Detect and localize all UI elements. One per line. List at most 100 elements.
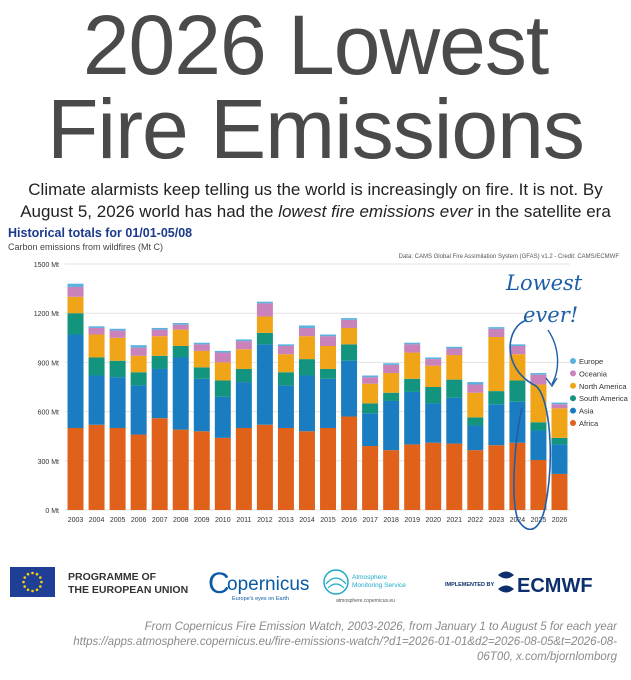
x-axis-labels: 2003 2004 2005 2006 2007 2008 2009 2010 2011 2012… <box>68 517 568 524</box>
bar-segment-europe <box>88 326 105 328</box>
bar-segment-europe <box>109 328 126 331</box>
bar-segment-europe <box>383 363 400 365</box>
y-axis-labels: 0 Mt 300 Mt 600 Mt 900 Mt 1200 Mt 1500 Mt <box>34 262 59 515</box>
bar-segment-oceania <box>214 352 231 363</box>
bar-segment-north-america <box>383 373 400 393</box>
bar-segment-europe <box>446 346 463 349</box>
bar-segment-europe <box>67 283 84 287</box>
bar-segment-oceania <box>67 286 84 297</box>
eu-star <box>31 589 34 593</box>
eu-star <box>38 576 42 579</box>
x-tick-label: 2004 <box>89 517 105 524</box>
bar-segment-africa <box>425 442 442 510</box>
eu-star <box>31 571 34 575</box>
bar-segment-south-america <box>235 368 252 383</box>
legend-label: Asia <box>579 407 594 416</box>
bar-segment-oceania <box>404 344 421 353</box>
copernicus-tagline: Europe's eyes on Earth <box>232 596 289 602</box>
bar-segment-europe <box>530 373 547 375</box>
bar-segment-europe <box>193 342 210 345</box>
bar-segment-north-america <box>151 336 168 356</box>
x-tick-label: 2021 <box>446 517 462 524</box>
bar-segment-south-america <box>509 380 526 402</box>
eu-star <box>22 580 25 584</box>
bar-segment-africa <box>193 431 210 510</box>
bar-segment-south-america <box>151 355 168 369</box>
legend-label: Africa <box>579 419 599 428</box>
legend-label: Oceania <box>579 369 608 378</box>
annotation-arrowhead <box>545 377 558 388</box>
bar-segment-oceania <box>446 348 463 356</box>
bar-segment-africa <box>235 428 252 510</box>
bar-segment-north-america <box>67 296 84 314</box>
annotation-ever: ever! <box>523 303 578 327</box>
bar-segment-europe <box>130 345 147 348</box>
copernicus-wordmark: opernicus <box>227 574 309 595</box>
bar-segment-south-america <box>214 380 231 397</box>
y-tick-label: 1200 Mt <box>34 311 59 318</box>
bar-segment-asia <box>488 404 505 446</box>
x-tick-label: 2013 <box>278 517 294 524</box>
subtitle-line-2-end: in the satellite era <box>472 202 611 221</box>
bar-segment-oceania <box>383 364 400 374</box>
cams-line-2: Monitoring Service <box>352 582 406 589</box>
bar-segment-south-america <box>425 387 442 404</box>
bar-segment-north-america <box>488 336 505 392</box>
bar-segment-oceania <box>488 328 505 337</box>
y-tick-label: 1500 Mt <box>34 262 59 269</box>
bar-segment-africa <box>341 416 358 510</box>
bar-segment-oceania <box>130 347 147 356</box>
bar-segment-africa <box>446 443 463 510</box>
bar-segment-south-america <box>530 422 547 431</box>
bar-segment-south-america <box>446 379 463 398</box>
eu-star <box>35 588 39 592</box>
bar-segment-oceania <box>425 359 442 366</box>
bar-segment-africa <box>383 450 400 510</box>
bar-segment-north-america <box>320 346 337 369</box>
subtitle-line-1: Climate alarmists keep telling us the wo… <box>28 180 603 199</box>
x-tick-label: 2012 <box>257 517 273 524</box>
annotation-arrow <box>547 329 559 385</box>
bar-segment-south-america <box>488 391 505 405</box>
bar-segment-oceania <box>88 327 105 335</box>
bar-segment-north-america <box>172 329 189 346</box>
copernicus-c: C <box>208 567 230 600</box>
bar-segment-south-america <box>277 372 294 386</box>
bar-segment-south-america <box>404 378 421 392</box>
bar-segment-asia <box>341 360 358 417</box>
bar-segment-africa <box>256 424 273 510</box>
bar-segment-asia <box>235 382 252 428</box>
bar-segment-europe <box>488 327 505 329</box>
bar-segment-south-america <box>298 359 315 376</box>
chart-source: Data: CAMS Global Fire Assimilation Syst… <box>398 254 619 260</box>
x-tick-label: 2007 <box>152 517 168 524</box>
bar-segment-north-america <box>341 327 358 345</box>
footer-url-line[interactable]: https://apps.atmosphere.copernicus.eu/fi… <box>73 636 617 648</box>
bar-segment-south-america <box>130 372 147 386</box>
y-tick-label: 900 Mt <box>38 360 59 367</box>
bar-segment-africa <box>488 445 505 510</box>
bar-segment-north-america <box>362 383 379 404</box>
cams-line-1: Atmosphere <box>352 574 387 581</box>
bar-segment-europe <box>341 318 358 320</box>
bar-segment-europe <box>551 402 568 405</box>
bar-segment-oceania <box>467 384 484 393</box>
bar-segment-asia <box>446 397 463 444</box>
lowest-annotation: Lowest ever! <box>505 271 583 530</box>
bar-segment-africa <box>109 428 126 510</box>
x-tick-label: 2009 <box>194 517 210 524</box>
bar-segment-europe <box>320 334 337 337</box>
eu-flag-logo <box>10 567 55 597</box>
bar-segment-europe <box>151 327 168 330</box>
bar-segment-north-america <box>467 392 484 418</box>
x-tick-label: 2011 <box>236 517 251 524</box>
x-tick-label: 2003 <box>68 517 84 524</box>
bar-segment-oceania <box>172 324 189 330</box>
bar-segment-asia <box>530 430 547 460</box>
x-tick-label: 2025 <box>531 517 547 524</box>
x-tick-label: 2010 <box>215 517 231 524</box>
bar-segment-europe <box>277 344 294 346</box>
chart-unit-label: Carbon emissions from wildfires (Mt C) <box>8 242 164 252</box>
x-tick-label: 2020 <box>425 517 441 524</box>
bar-segment-europe <box>467 382 484 385</box>
